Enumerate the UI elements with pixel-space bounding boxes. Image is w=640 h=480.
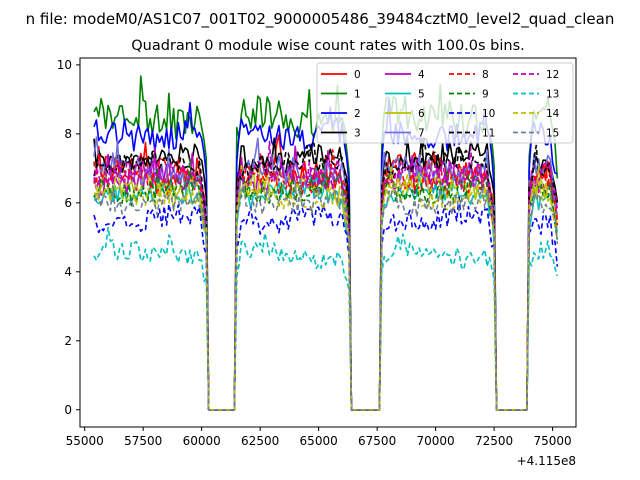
x-tick-label: 75000 — [534, 434, 572, 448]
legend-label: 1 — [354, 89, 361, 101]
y-axis: 0 2 4 6 8 10 — [57, 58, 80, 417]
y-tick-label: 2 — [64, 334, 72, 348]
legend-label: 6 — [418, 108, 425, 120]
series-line-3 — [93, 136, 559, 411]
y-tick-label: 6 — [64, 196, 72, 210]
series-line-9 — [93, 158, 559, 411]
legend-label: 14 — [546, 108, 560, 120]
series-layer — [93, 75, 559, 411]
series-line-5 — [93, 167, 559, 411]
legend-label: 4 — [418, 69, 425, 81]
legend-label: 8 — [482, 69, 489, 81]
x-tick-label: 57500 — [124, 434, 162, 448]
series-line-10 — [93, 194, 559, 411]
legend-label: 2 — [354, 108, 361, 120]
legend-label: 11 — [482, 128, 495, 140]
legend-label: 9 — [482, 89, 489, 101]
x-tick-label: 62500 — [241, 434, 279, 448]
legend-label: 0 — [354, 69, 361, 81]
series-line-11 — [93, 137, 559, 411]
x-axis: 55000 57500 60000 62500 65000 67500 70000 72500… — [66, 427, 572, 448]
figure-suptitle: n file: modeM0/AS1C07_001T02_9000005486_… — [26, 10, 615, 29]
legend-label: 3 — [354, 128, 361, 140]
legend-label: 13 — [546, 89, 559, 101]
x-tick-label: 65000 — [300, 434, 338, 448]
x-tick-label: 70000 — [417, 434, 455, 448]
x-offset-label: +4.115e8 — [517, 454, 576, 468]
legend-label: 7 — [418, 128, 425, 140]
plot-frame — [79, 57, 577, 428]
y-tick-label: 4 — [64, 265, 72, 279]
series-line-13 — [93, 226, 559, 411]
series-line-12 — [93, 140, 559, 411]
y-tick-label: 8 — [64, 127, 72, 141]
x-tick-label: 60000 — [183, 434, 221, 448]
x-tick-label: 72500 — [475, 434, 513, 448]
series-line-15 — [93, 181, 559, 411]
chart-title: Quadrant 0 module wise count rates with … — [131, 38, 525, 54]
y-tick-label: 0 — [64, 403, 72, 417]
legend-label: 12 — [546, 69, 559, 81]
x-tick-label: 55000 — [66, 434, 104, 448]
x-tick-label: 67500 — [358, 434, 396, 448]
legend-label: 5 — [418, 89, 425, 101]
legend-label: 10 — [482, 108, 495, 120]
legend-box — [316, 62, 574, 144]
y-tick-label: 10 — [57, 58, 72, 72]
legend-label: 15 — [546, 128, 559, 140]
